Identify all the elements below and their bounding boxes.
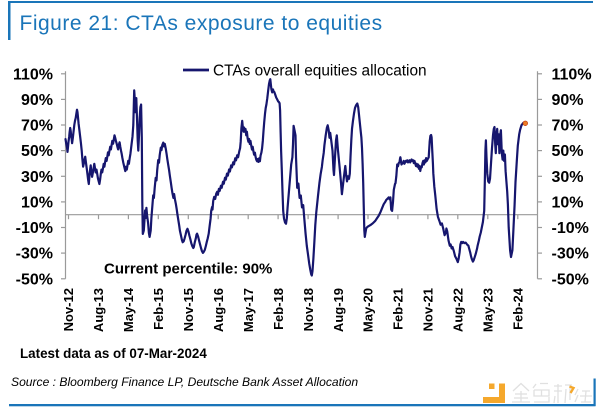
svg-text:-50%: -50% xyxy=(16,271,53,288)
svg-text:Nov-12: Nov-12 xyxy=(61,288,76,331)
svg-text:Feb-24: Feb-24 xyxy=(511,287,526,330)
svg-text:May-23: May-23 xyxy=(481,288,496,332)
svg-text:May-17: May-17 xyxy=(241,288,256,332)
svg-text:Aug-13: Aug-13 xyxy=(91,288,106,332)
svg-text:-30%: -30% xyxy=(16,246,53,263)
svg-text:Nov-15: Nov-15 xyxy=(181,288,196,331)
svg-text:30%: 30% xyxy=(21,169,53,186)
svg-text:Latest data as of 07-Mar-2024: Latest data as of 07-Mar-2024 xyxy=(20,346,207,361)
svg-text:Current percentile: 90%: Current percentile: 90% xyxy=(104,261,272,278)
svg-text:Aug-19: Aug-19 xyxy=(331,288,346,332)
svg-text:110%: 110% xyxy=(552,66,592,83)
svg-text:-50%: -50% xyxy=(552,271,589,288)
svg-text:70%: 70% xyxy=(21,118,53,135)
svg-text:90%: 90% xyxy=(552,92,584,109)
svg-text:CTAs overall equities allocati: CTAs overall equities allocation xyxy=(213,62,427,79)
svg-text:Source : Bloomberg Finance LP,: Source : Bloomberg Finance LP, Deutsche … xyxy=(11,375,358,389)
svg-text:50%: 50% xyxy=(552,143,584,160)
svg-text:10%: 10% xyxy=(21,195,53,212)
svg-text:Aug-22: Aug-22 xyxy=(451,288,466,332)
svg-text:May-14: May-14 xyxy=(121,287,136,332)
svg-text:70%: 70% xyxy=(552,118,584,135)
svg-text:30%: 30% xyxy=(552,169,584,186)
svg-text:Nov-18: Nov-18 xyxy=(301,288,316,331)
svg-text:50%: 50% xyxy=(21,143,53,160)
svg-text:Feb-18: Feb-18 xyxy=(271,288,286,330)
svg-text:90%: 90% xyxy=(21,92,53,109)
svg-text:10%: 10% xyxy=(552,195,584,212)
svg-text:Nov-21: Nov-21 xyxy=(421,288,436,331)
svg-text:Feb-15: Feb-15 xyxy=(151,288,166,330)
svg-text:-10%: -10% xyxy=(16,220,53,237)
svg-text:May-20: May-20 xyxy=(361,288,376,332)
svg-text:Aug-16: Aug-16 xyxy=(211,288,226,332)
svg-text:-30%: -30% xyxy=(552,246,589,263)
svg-text:-10%: -10% xyxy=(552,220,589,237)
svg-text:110%: 110% xyxy=(13,66,53,83)
svg-text:Feb-21: Feb-21 xyxy=(391,288,406,330)
svg-text:Figure 21: CTAs exposure to eq: Figure 21: CTAs exposure to equities xyxy=(20,12,383,35)
